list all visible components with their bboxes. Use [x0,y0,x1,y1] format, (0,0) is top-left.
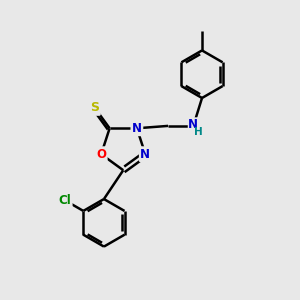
Text: S: S [90,101,99,114]
Text: H: H [194,128,203,137]
Text: N: N [132,122,142,135]
Text: N: N [188,118,198,131]
Text: N: N [140,148,150,161]
Text: O: O [96,148,106,161]
Text: Cl: Cl [58,194,71,207]
